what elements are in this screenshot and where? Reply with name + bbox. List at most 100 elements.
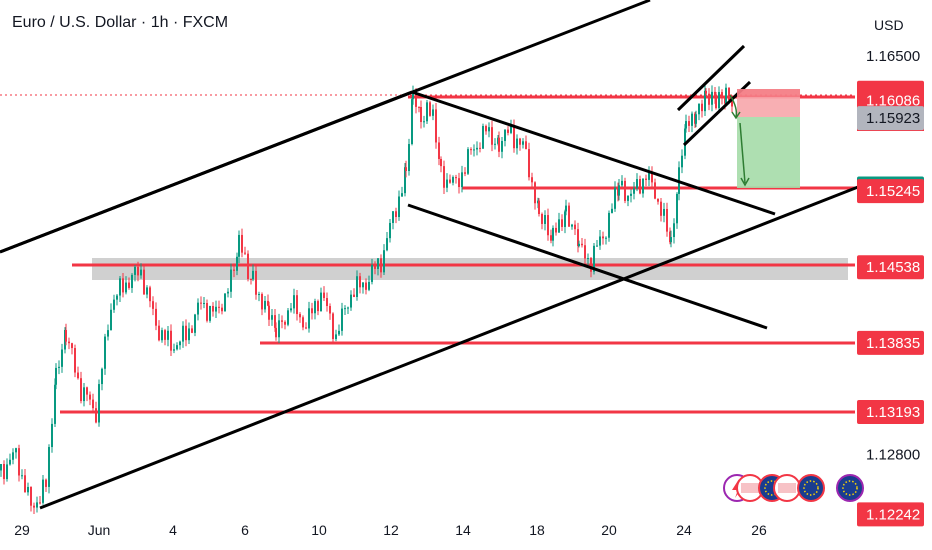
price-label-3: 1.15923 bbox=[866, 110, 920, 127]
price-label-bg-3 bbox=[857, 106, 924, 131]
candle-body-3 bbox=[9, 459, 11, 465]
price-label-bg-8 bbox=[857, 400, 924, 424]
candle-body-200 bbox=[577, 229, 579, 247]
candle-body-136 bbox=[398, 196, 400, 218]
candle-body-101 bbox=[293, 295, 295, 309]
eu-stars-2 bbox=[803, 480, 819, 496]
candle-body-160 bbox=[464, 172, 466, 174]
time-tick-2: 4 bbox=[169, 522, 177, 538]
candle-body-95 bbox=[275, 327, 277, 338]
candle-body-188 bbox=[544, 215, 546, 224]
candle-body-18 bbox=[54, 384, 56, 424]
stop-loss-zone bbox=[737, 89, 800, 117]
candle-body-128 bbox=[374, 264, 376, 269]
candle-body-211 bbox=[608, 212, 610, 238]
candle-body-33 bbox=[95, 408, 97, 423]
candle-body-8 bbox=[24, 475, 26, 493]
candle-body-138 bbox=[404, 167, 406, 194]
candle-body-15 bbox=[45, 479, 47, 487]
candle-body-158 bbox=[458, 178, 460, 188]
event-icons[interactable] bbox=[723, 474, 864, 502]
take-profit-zone bbox=[737, 117, 800, 188]
candle-body-56 bbox=[164, 330, 166, 340]
candle-body-155 bbox=[449, 179, 451, 183]
candle-body-40 bbox=[116, 295, 118, 300]
price-tick-0: 1.16500 bbox=[866, 48, 920, 65]
candle-body-12 bbox=[36, 502, 38, 508]
candle-body-99 bbox=[287, 310, 289, 325]
candle-body-96 bbox=[278, 320, 280, 338]
currency-selector[interactable]: USD bbox=[874, 17, 904, 33]
candles bbox=[0, 83, 733, 514]
candle-body-234 bbox=[673, 223, 675, 238]
candle-body-196 bbox=[565, 205, 567, 212]
price-label-bg-5 bbox=[857, 179, 924, 204]
time-tick-7: 18 bbox=[529, 522, 545, 538]
candle-body-53 bbox=[155, 308, 157, 326]
candle-body-112 bbox=[326, 298, 328, 307]
eu-flag-icon-3[interactable] bbox=[836, 474, 864, 502]
candle-body-120 bbox=[350, 294, 352, 308]
candle-body-13 bbox=[39, 502, 41, 504]
candle-body-233 bbox=[670, 237, 672, 243]
candle-body-247 bbox=[705, 90, 707, 94]
candle-body-44 bbox=[128, 282, 130, 288]
candle-body-221 bbox=[636, 179, 638, 189]
time-axis[interactable]: 29 Jun 4 6 10 12 14 18 20 24 26 bbox=[14, 522, 767, 538]
candle-body-131 bbox=[383, 250, 385, 273]
candle-body-153 bbox=[443, 166, 445, 188]
candle-body-121 bbox=[353, 294, 355, 297]
candle-body-184 bbox=[534, 182, 536, 204]
candle-body-245 bbox=[701, 103, 703, 112]
candle-body-205 bbox=[590, 258, 592, 272]
candle-body-38 bbox=[110, 309, 112, 331]
candle-body-106 bbox=[308, 308, 310, 329]
candle-body-220 bbox=[633, 188, 635, 194]
candle-body-104 bbox=[302, 317, 304, 328]
projection-arrow-2-head bbox=[740, 177, 750, 187]
price-label-7: 1.13835 bbox=[866, 335, 920, 352]
candle-body-156 bbox=[452, 177, 454, 183]
candle-body-246 bbox=[704, 90, 706, 112]
candle-body-169 bbox=[491, 127, 493, 145]
candle-body-59 bbox=[173, 349, 175, 351]
time-tick-4: 10 bbox=[311, 522, 327, 538]
candle-body-217 bbox=[624, 180, 626, 201]
candle-body-193 bbox=[558, 219, 560, 233]
candle-body-107 bbox=[311, 308, 313, 314]
price-axis[interactable]: 1.165001.132001.128001.161591.1611941:25… bbox=[857, 48, 924, 527]
candle-body-71 bbox=[209, 305, 211, 321]
time-tick-1: Jun bbox=[88, 522, 111, 538]
candle-body-222 bbox=[639, 179, 641, 194]
price-label-2: 1.16086 bbox=[866, 93, 920, 110]
candle-body-74 bbox=[218, 306, 220, 308]
candle-body-226 bbox=[651, 172, 653, 183]
candle-body-81 bbox=[238, 234, 240, 257]
candle-body-48 bbox=[140, 269, 142, 276]
candle-body-20 bbox=[58, 366, 60, 368]
candle-body-69 bbox=[203, 302, 205, 304]
candle-body-192 bbox=[555, 227, 557, 233]
candle-body-94 bbox=[274, 315, 276, 328]
candle-body-206 bbox=[593, 245, 595, 272]
support-zone bbox=[92, 258, 848, 280]
candle-body-103 bbox=[299, 314, 301, 318]
candle-body-197 bbox=[568, 205, 570, 227]
candle-body-232 bbox=[669, 231, 671, 243]
candle-body-252 bbox=[718, 92, 720, 109]
candle-body-80 bbox=[236, 256, 238, 271]
eu-flag-icon-2[interactable] bbox=[797, 474, 825, 502]
candle-body-133 bbox=[389, 222, 391, 239]
candle-body-113 bbox=[329, 306, 331, 314]
candle-body-119 bbox=[347, 307, 349, 309]
candle-body-239 bbox=[685, 121, 687, 129]
candle-body-181 bbox=[525, 141, 527, 150]
candle-body-207 bbox=[596, 245, 598, 247]
candle-body-224 bbox=[645, 178, 647, 180]
projection-arrow-1-head bbox=[731, 111, 741, 120]
candle-body-116 bbox=[338, 330, 340, 335]
candle-body-176 bbox=[510, 125, 512, 133]
candle-body-178 bbox=[516, 138, 518, 149]
candle-body-87 bbox=[255, 270, 257, 295]
